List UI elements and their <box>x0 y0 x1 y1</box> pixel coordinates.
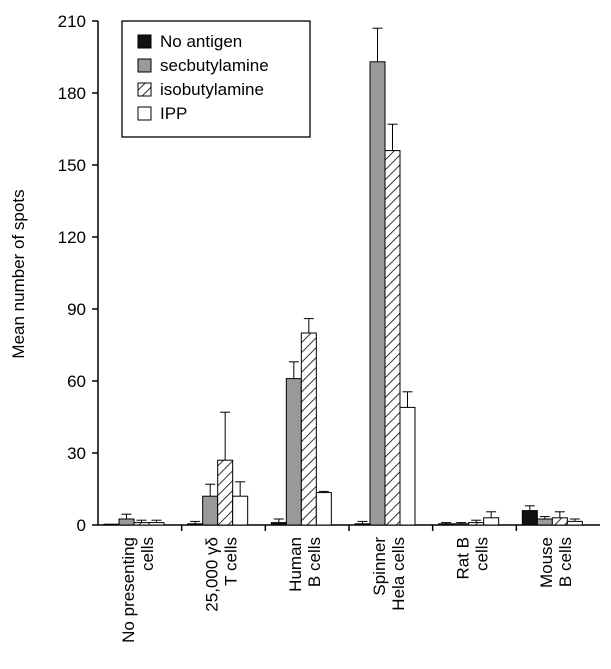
bar-isobutylamine <box>217 459 234 526</box>
y-tick-label: 120 <box>58 228 86 247</box>
y-tick-label: 210 <box>58 12 86 31</box>
y-tick-label: 60 <box>67 372 86 391</box>
x-category-label: B cells <box>305 537 324 587</box>
y-axis-title: Mean number of spots <box>9 189 28 358</box>
x-category-label: cells <box>138 537 157 571</box>
y-tick-label: 150 <box>58 156 86 175</box>
bar-isobutylamine <box>551 517 568 526</box>
x-category-label: Spinner <box>370 537 389 596</box>
bar-no-antigen <box>521 510 538 526</box>
bar-no-antigen <box>187 523 204 526</box>
y-tick-label: 0 <box>77 516 86 535</box>
legend-label: isobutylamine <box>160 80 264 99</box>
bar-ipp <box>566 520 583 526</box>
bar-ipp <box>399 406 416 526</box>
x-category-label: Hela cells <box>389 537 408 611</box>
bar-secbutylamine <box>202 495 219 526</box>
bar-ipp <box>483 517 500 526</box>
y-tick-label: 30 <box>67 444 86 463</box>
bars <box>103 27 583 526</box>
x-category-label: 25,000 γδ <box>203 537 222 612</box>
x-category-label: B cells <box>556 537 575 587</box>
y-tick-label: 180 <box>58 84 86 103</box>
legend-swatch <box>137 82 152 97</box>
x-category-label: Rat B <box>454 537 473 580</box>
bar-no-antigen <box>438 523 455 526</box>
bar-isobutylamine <box>133 522 150 526</box>
x-category-label: T cells <box>222 537 241 586</box>
bar-secbutylamine <box>285 378 302 526</box>
legend-label: secbutylamine <box>160 56 269 75</box>
bar-isobutylamine <box>468 522 485 526</box>
x-category-label: Human <box>286 537 305 592</box>
bar-secbutylamine <box>118 518 135 526</box>
bar-ipp <box>232 495 249 526</box>
legend-label: No antigen <box>160 32 242 51</box>
bar-no-antigen <box>354 523 371 526</box>
x-category-label: Mouse <box>537 537 556 588</box>
legend-box <box>121 20 311 138</box>
bar-ipp <box>148 522 165 526</box>
bar-ipp <box>315 492 332 526</box>
axes <box>92 20 600 531</box>
bar-isobutylamine <box>384 150 401 526</box>
bar-no-antigen <box>103 523 120 526</box>
legend-swatch <box>137 106 152 121</box>
bar-isobutylamine <box>300 332 317 526</box>
legend: No antigen secbutylamine isobutylamine IPP <box>121 20 311 138</box>
bar-no-antigen <box>270 522 287 526</box>
bar-secbutylamine <box>453 523 470 526</box>
y-tick-label: 90 <box>67 300 86 319</box>
legend-swatch <box>137 58 152 73</box>
x-category-label: cells <box>473 537 492 571</box>
x-category-label: No presenting <box>119 537 138 643</box>
bar-secbutylamine <box>369 61 386 526</box>
legend-label: IPP <box>160 104 187 123</box>
bar-secbutylamine <box>536 518 553 526</box>
legend-swatch <box>137 34 152 49</box>
